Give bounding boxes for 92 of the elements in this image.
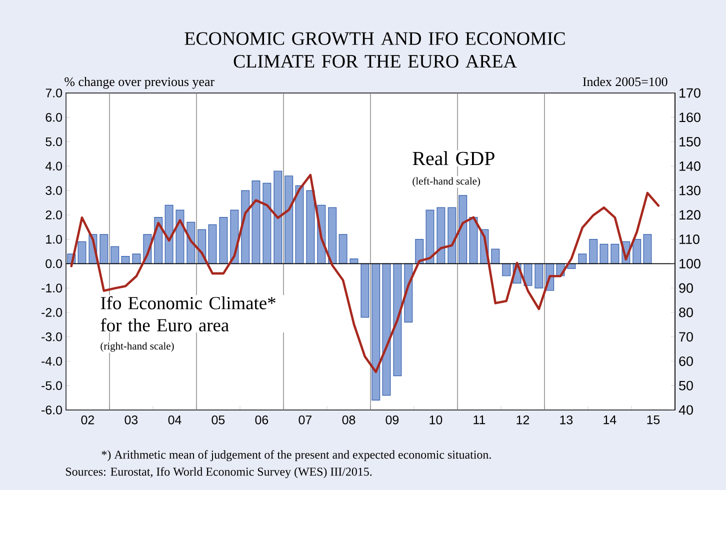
bar xyxy=(295,185,304,264)
y-tick-label: -6.0 xyxy=(42,406,62,414)
bar xyxy=(426,210,434,264)
y2-tick-label: 100 xyxy=(680,258,700,268)
y-tick-label: 6.0 xyxy=(46,112,62,122)
x-tick-label: 07 xyxy=(298,416,312,424)
y2-tick-label: 90 xyxy=(679,283,693,293)
bar xyxy=(415,238,424,264)
y2-tick-label: 130 xyxy=(680,186,700,196)
x-tick-label: 15 xyxy=(647,416,660,424)
y-tick-label: 3.0 xyxy=(46,186,62,195)
y-tick-label: -3.0 xyxy=(42,332,62,342)
y-tick-label: -4.0 xyxy=(42,356,62,366)
bar xyxy=(164,204,174,264)
bar xyxy=(469,217,478,264)
y-tick-label: -2.0 xyxy=(42,308,62,317)
bar xyxy=(274,170,282,264)
x-tick-label: 06 xyxy=(255,416,268,424)
x-tick-label: 12 xyxy=(516,416,530,424)
y-tick-label: 2.0 xyxy=(46,210,62,220)
bar xyxy=(458,195,468,264)
series-label: Ifo Economic Climate* for the Euro area xyxy=(100,296,276,332)
y2-tick-label: 40 xyxy=(678,405,693,415)
y-tick-label: -5.0 xyxy=(42,381,62,390)
bar xyxy=(262,182,272,264)
x-tick-label: 10 xyxy=(430,416,442,424)
x-tick-label: 14 xyxy=(604,416,616,424)
bar xyxy=(252,180,260,264)
x-tick-label: 05 xyxy=(212,416,225,424)
y-tick-label: 4.0 xyxy=(45,162,62,171)
y-tick-label: 7.0 xyxy=(46,88,62,98)
y2-tick-label: 80 xyxy=(679,308,693,318)
series-label: Real GDP xyxy=(412,151,494,166)
y-tick-label: -1.0 xyxy=(42,284,62,292)
bar xyxy=(393,263,402,376)
y-axis-title: % change over previous year xyxy=(64,77,214,89)
y2-tick-label: 110 xyxy=(680,234,700,244)
bar xyxy=(110,246,120,264)
bar xyxy=(219,217,228,264)
y2-tick-label: 150 xyxy=(680,136,700,147)
bar xyxy=(208,224,217,264)
bar xyxy=(372,263,380,401)
y2-tick-label: 60 xyxy=(679,356,693,366)
bar xyxy=(502,263,511,276)
x-tick-label: 04 xyxy=(168,416,182,424)
bar xyxy=(643,234,652,264)
bar xyxy=(284,176,294,264)
bar xyxy=(100,234,108,264)
bar xyxy=(338,234,348,264)
y-tick-label: 0.0 xyxy=(46,259,62,268)
chart-title: ECONOMIC GROWTH AND IFO ECONOMIC CLIMATE FOR THE EURO AREA xyxy=(184,32,565,68)
annotation: (left-hand scale) xyxy=(412,177,480,187)
bar xyxy=(589,238,598,264)
bar xyxy=(578,254,587,264)
y2-tick-label: 50 xyxy=(679,380,693,390)
source-note: Sources: Eurostat, Ifo World Economic Survey (WES) III/2015. xyxy=(66,467,372,478)
annotation: (right-hand scale) xyxy=(100,342,174,352)
y2-tick-label: 140 xyxy=(680,161,700,171)
text: *) Arithmetic mean of judgement of the present and expected economic situation. xyxy=(102,450,491,462)
x-tick-label: 09 xyxy=(386,416,399,424)
bar xyxy=(600,244,608,264)
line-series xyxy=(70,174,660,374)
bar xyxy=(491,248,500,264)
y-tick-label: 5.0 xyxy=(46,137,62,146)
y2-tick-label: 70 xyxy=(679,332,693,342)
y2-axis-title: Index 2005=100 xyxy=(582,77,668,86)
y2-tick-label: 120 xyxy=(680,210,700,220)
bar xyxy=(78,241,86,264)
x-tick-label: 11 xyxy=(474,416,486,424)
x-tick-label: 02 xyxy=(81,416,94,424)
y-tick-label: 1.0 xyxy=(46,234,62,244)
y2-tick-label: 170 xyxy=(680,88,700,98)
x-tick-label: 03 xyxy=(124,416,138,424)
bar xyxy=(132,254,141,264)
bar xyxy=(524,263,532,286)
bar xyxy=(350,258,358,264)
bar xyxy=(241,190,250,264)
bar xyxy=(186,222,196,264)
bar xyxy=(382,263,391,396)
bar xyxy=(176,210,184,264)
bar xyxy=(534,263,544,288)
bar xyxy=(436,207,446,264)
bar xyxy=(632,238,642,264)
x-tick-label: 13 xyxy=(560,416,573,424)
bar xyxy=(360,263,370,318)
bar xyxy=(610,244,620,264)
bar xyxy=(121,256,130,264)
x-tick-label: 08 xyxy=(342,416,356,424)
bar xyxy=(306,190,315,264)
bar xyxy=(328,207,337,264)
y2-tick-label: 160 xyxy=(680,112,700,122)
bar xyxy=(448,207,456,264)
